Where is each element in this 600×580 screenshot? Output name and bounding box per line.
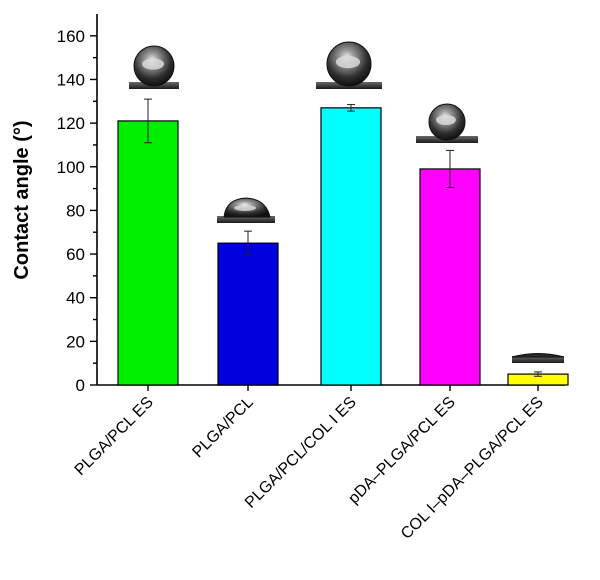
y-tick-label: 80 (66, 201, 85, 220)
plot-area: 0 20 40 60 80 100 120 140 160 PLGA/PCL ES PLGA/PCL… (57, 14, 569, 543)
y-tick-label: 60 (66, 245, 85, 264)
y-tick-label: 20 (66, 332, 85, 351)
y-tick-label: 140 (57, 70, 85, 89)
bar (117, 120, 179, 386)
bar (419, 168, 481, 386)
droplet-highlight (335, 55, 361, 69)
y-axis-label: Contact angle (°) (11, 120, 33, 279)
x-tick-label: COL I–pDA–PLGA/PCL ES (398, 394, 547, 543)
droplet-highlight (142, 58, 164, 70)
y-tick-label: 0 (76, 376, 85, 395)
droplet-highlight (234, 205, 256, 211)
x-tick-label: PLGA/PCL (189, 394, 256, 461)
x-tick-label: PLGA/PCL/COL I ES (242, 394, 360, 512)
substrate-plate (217, 216, 275, 223)
y-tick-label: 160 (57, 27, 85, 46)
y-tick-label: 100 (57, 158, 85, 177)
water-droplet (511, 353, 565, 358)
substrate-plate (512, 356, 564, 363)
droplet-highlight (436, 114, 456, 126)
bar (320, 107, 382, 386)
bar (217, 242, 279, 386)
y-tick-label: 40 (66, 289, 85, 308)
y-tick-label: 120 (57, 114, 85, 133)
x-tick-label: PLGA/PCL ES (72, 394, 157, 479)
